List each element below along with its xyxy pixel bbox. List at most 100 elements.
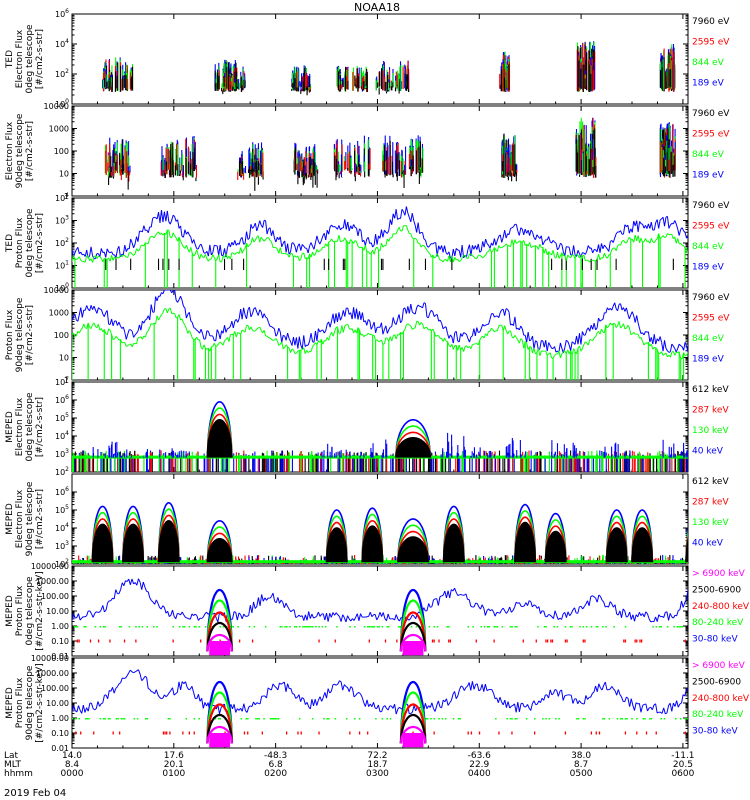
flux-mark: [338, 234, 341, 242]
flux-mark: [134, 236, 138, 245]
panel-3: 100 101 102 103 104 TED Proton Flux 0deg telesc…: [5, 192, 730, 293]
flux-mark: [240, 247, 243, 254]
flux-mark: [106, 328, 110, 335]
flux-mark: [601, 328, 604, 333]
flux-mark: [545, 340, 548, 352]
panel-4: 1 10 100 1000 10000 Proton Flux 90deg telescop…: [5, 286, 730, 385]
flux-mark: [624, 327, 627, 330]
flux-mark: [199, 254, 202, 260]
flux-mark: [222, 325, 226, 334]
flux-mark: [625, 307, 629, 315]
flux-mark: [172, 232, 176, 236]
flux-mark: [494, 315, 497, 318]
flux-mark: [559, 342, 563, 349]
flux-mark: [501, 237, 504, 243]
flux-mark: [200, 329, 204, 334]
flux-mark: [218, 254, 221, 262]
flux-mark: [251, 237, 255, 243]
flux-mark: [580, 348, 583, 352]
flux-mark: [524, 341, 527, 344]
legend-entry: 7960 eV: [692, 293, 730, 303]
flux-mark: [590, 247, 594, 254]
flux-mark: [205, 347, 208, 350]
flux-mark: [382, 230, 385, 238]
flux-mark: [539, 350, 542, 356]
flux-mark: [493, 238, 497, 246]
flux-mark: [370, 333, 373, 336]
flux-mark: [313, 242, 316, 250]
flux-mark: [275, 333, 278, 337]
flux-mark: [216, 343, 220, 347]
flux-mark: [100, 309, 104, 314]
flux-mark: [678, 351, 682, 359]
flux-mark: [499, 234, 503, 243]
flux-mark: [203, 338, 206, 340]
flux-mark: [556, 251, 560, 259]
flux-mark: [385, 239, 388, 246]
flux-mark: [147, 226, 151, 233]
flux-mark: [293, 242, 296, 247]
flux-mark: [444, 245, 447, 253]
flux-mark: [237, 332, 240, 334]
flux-mark: [356, 241, 359, 247]
flux-mark: [193, 327, 196, 329]
y-tick-label: 104: [55, 430, 69, 441]
y-axis-label: [#/cm2-s-str]: [25, 305, 35, 365]
flux-mark: [681, 227, 685, 232]
flux-mark: [686, 236, 688, 239]
flux-mark: [605, 324, 608, 329]
flux-mark: [313, 253, 316, 256]
flux-mark: [452, 257, 456, 263]
flux-mark: [357, 245, 360, 249]
flux-mark: [332, 225, 335, 228]
flux-mark: [650, 222, 654, 231]
flux-mark: [215, 345, 218, 348]
flux-mark: [184, 229, 187, 235]
flux-mark: [489, 248, 492, 253]
flux-mark: [514, 239, 517, 244]
flux-mark: [515, 337, 519, 341]
flux-mark: [224, 325, 227, 333]
flux-mark: [138, 245, 142, 251]
flux-mark: [496, 325, 500, 332]
flux-mark: [93, 305, 96, 311]
flux-mark: [181, 318, 184, 323]
flux-mark: [237, 318, 240, 323]
flux-mark: [380, 322, 384, 335]
flux-mark: [429, 253, 432, 258]
flux-mark: [124, 342, 127, 347]
flux-mark: [432, 311, 435, 317]
flux-mark: [428, 251, 431, 254]
flux-mark: [454, 248, 457, 256]
flux-mark: [620, 230, 623, 235]
flux-mark: [196, 336, 199, 341]
flux-mark: [265, 220, 268, 235]
flux-mark: [181, 243, 184, 248]
flux-mark: [585, 259, 588, 262]
flux-mark: [466, 249, 469, 257]
flux-mark: [171, 290, 174, 294]
flux-mark: [517, 240, 520, 243]
flux-mark: [345, 240, 349, 243]
flux-mark: [207, 419, 232, 458]
flux-mark: [446, 341, 450, 346]
flux-mark: [219, 244, 223, 256]
flux-mark: [90, 305, 94, 310]
flux-mark: [256, 327, 259, 330]
flux-mark: [576, 253, 579, 256]
data-marks: [72, 400, 688, 472]
flux-mark: [121, 254, 124, 258]
flux-mark: [87, 322, 91, 328]
flux-mark: [637, 334, 641, 339]
flux-mark: [211, 345, 214, 348]
flux-mark: [320, 339, 324, 345]
flux-mark: [246, 309, 249, 319]
flux-mark: [545, 248, 548, 256]
flux-mark: [137, 324, 140, 332]
flux-mark: [379, 242, 382, 251]
flux-mark: [492, 313, 495, 318]
flux-mark: [388, 237, 391, 242]
flux-mark: [171, 312, 174, 315]
flux-mark: [300, 349, 303, 351]
